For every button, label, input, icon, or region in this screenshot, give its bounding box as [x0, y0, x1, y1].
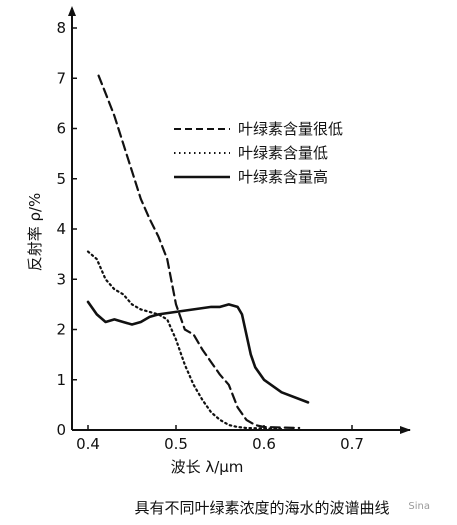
- watermark: Sina: [408, 501, 430, 512]
- y-tick-label: 1: [56, 371, 66, 389]
- series-line-low: [86, 250, 283, 431]
- y-tick-label: 6: [56, 120, 66, 138]
- x-tick-label: 0.7: [340, 435, 364, 453]
- tick-marks: 0 1 2 3 4 5 6 7 8 0.4 0.5 0.6 0.7: [56, 19, 363, 453]
- series-lines: [86, 74, 310, 431]
- y-tick-label: 0: [56, 421, 66, 439]
- x-axis-title: 波长 λ/μm: [171, 458, 244, 476]
- y-axis-arrow: [68, 6, 76, 16]
- axes: [68, 6, 411, 434]
- y-tick-label: 7: [56, 69, 66, 87]
- legend: 叶绿素含量很低 叶绿素含量低 叶绿素含量高: [174, 120, 343, 186]
- y-tick-label: 5: [56, 170, 66, 188]
- series-line-very-low: [97, 74, 301, 430]
- y-tick-label: 2: [56, 321, 66, 339]
- x-tick-label: 0.5: [164, 435, 188, 453]
- x-tick-label: 0.6: [252, 435, 276, 453]
- figure-caption: 具有不同叶绿素浓度的海水的波谱曲线: [134, 499, 389, 517]
- x-axis-arrow: [400, 426, 411, 434]
- legend-label-high: 叶绿素含量高: [238, 168, 328, 186]
- legend-label-low: 叶绿素含量低: [238, 144, 328, 162]
- y-tick-label: 8: [56, 19, 66, 37]
- legend-label-very-low: 叶绿素含量很低: [238, 120, 343, 138]
- series-line-high: [86, 300, 310, 404]
- y-tick-label: 4: [56, 220, 66, 238]
- y-axis-title: 反射率 ρ/%: [26, 193, 44, 272]
- y-tick-label: 3: [56, 270, 66, 288]
- x-tick-label: 0.4: [76, 435, 100, 453]
